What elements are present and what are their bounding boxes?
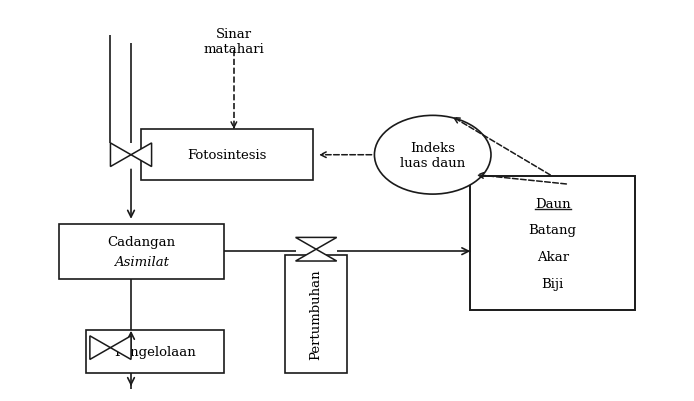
Text: Indeks
luas daun: Indeks luas daun <box>400 142 466 169</box>
Polygon shape <box>110 144 131 167</box>
Text: Cadangan: Cadangan <box>108 235 176 248</box>
Bar <box>142 130 313 181</box>
Bar <box>59 224 223 279</box>
Polygon shape <box>110 336 131 360</box>
Bar <box>285 255 347 373</box>
Polygon shape <box>90 336 110 360</box>
Ellipse shape <box>375 116 491 194</box>
Polygon shape <box>296 249 337 261</box>
Polygon shape <box>131 144 151 167</box>
Polygon shape <box>296 238 337 249</box>
Text: Batang: Batang <box>529 224 577 237</box>
Text: Biji: Biji <box>541 277 564 290</box>
Bar <box>471 177 635 310</box>
Text: Pengelolaan: Pengelolaan <box>114 345 196 358</box>
Text: Fotosintesis: Fotosintesis <box>187 149 266 162</box>
Bar <box>87 330 223 373</box>
Text: Daun: Daun <box>535 197 570 210</box>
Text: Asimilat: Asimilat <box>114 255 169 268</box>
Text: Sinar
matahari: Sinar matahari <box>203 28 264 56</box>
Text: Pertumbuhan: Pertumbuhan <box>310 269 323 360</box>
Text: Akar: Akar <box>536 251 569 263</box>
